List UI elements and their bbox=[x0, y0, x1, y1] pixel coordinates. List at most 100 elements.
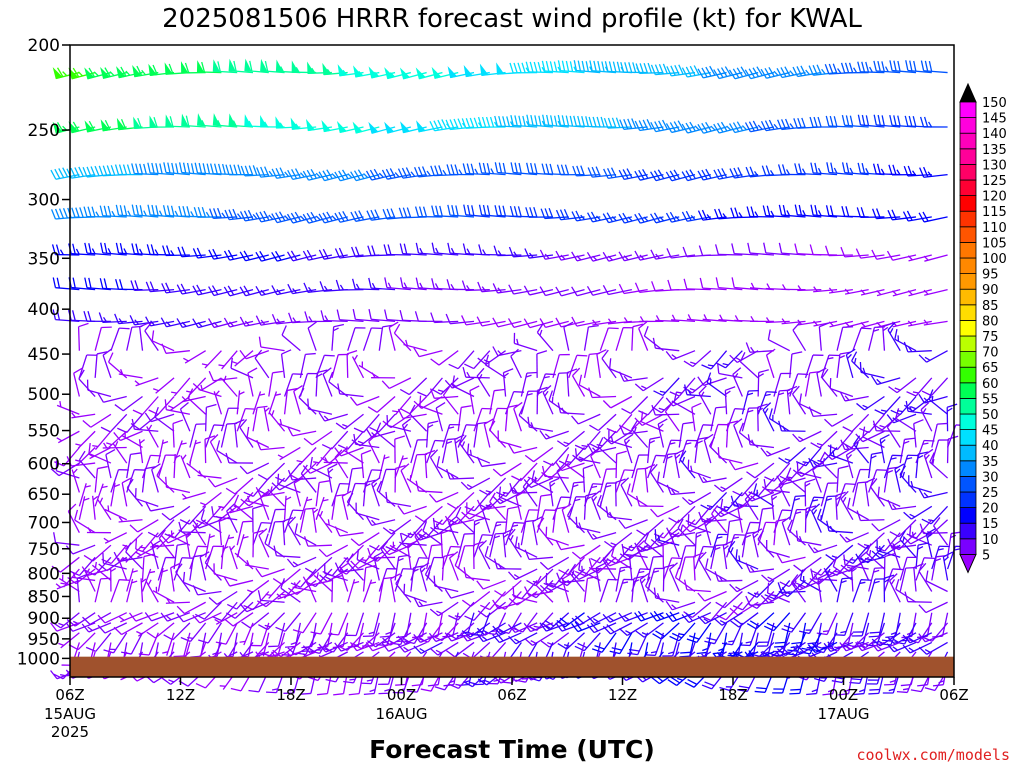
wind-barb bbox=[644, 532, 664, 558]
wind-barb bbox=[789, 495, 806, 520]
wind-barb bbox=[476, 579, 506, 590]
wind-barb bbox=[869, 478, 885, 507]
wind-barb bbox=[260, 58, 285, 74]
wind-barb bbox=[76, 573, 88, 603]
colorbar-swatch bbox=[959, 507, 977, 524]
wind-barb bbox=[56, 430, 80, 444]
wind-barb bbox=[445, 313, 475, 325]
wind-barb bbox=[899, 556, 918, 581]
wind-barb bbox=[747, 242, 774, 256]
wind-barb bbox=[694, 424, 714, 448]
wind-barb bbox=[828, 287, 853, 294]
wind-barb bbox=[515, 490, 526, 520]
wind-barb bbox=[352, 121, 380, 134]
wind-barb bbox=[318, 211, 348, 224]
wind-barb bbox=[855, 430, 885, 443]
wind-barb bbox=[650, 119, 680, 133]
wind-barb bbox=[741, 389, 759, 415]
wind-barb bbox=[410, 565, 425, 592]
wind-barb bbox=[756, 622, 775, 647]
wind-barb bbox=[741, 407, 760, 432]
colorbar-top-arrow bbox=[959, 82, 977, 103]
wind-barb bbox=[52, 67, 80, 80]
wind-barb bbox=[447, 204, 475, 218]
wind-barb bbox=[94, 483, 108, 507]
wind-barb bbox=[189, 439, 201, 464]
colorbar-label: 20 bbox=[982, 502, 999, 517]
wind-barb bbox=[255, 315, 285, 326]
wind-barb bbox=[322, 367, 333, 397]
wind-barb bbox=[208, 318, 238, 329]
wind-barb bbox=[223, 576, 254, 587]
wind-barb bbox=[173, 557, 193, 581]
wind-barb bbox=[110, 327, 130, 351]
wind-barb bbox=[635, 495, 664, 507]
wind-barb bbox=[84, 277, 111, 291]
wind-barb bbox=[604, 532, 633, 548]
wind-barb bbox=[140, 578, 147, 603]
wind-barb bbox=[141, 553, 155, 581]
wind-barb bbox=[447, 491, 475, 510]
colorbar-swatch bbox=[959, 366, 977, 384]
wind-barb bbox=[903, 165, 932, 177]
wind-barb bbox=[826, 162, 853, 176]
x-tick-label: 00Z bbox=[387, 686, 416, 704]
wind-barb bbox=[283, 373, 303, 397]
wind-barb bbox=[152, 586, 175, 603]
wind-barb bbox=[563, 321, 574, 351]
wind-barb bbox=[409, 404, 428, 432]
wind-barb bbox=[711, 504, 728, 534]
wind-barb bbox=[399, 243, 427, 256]
wind-barb bbox=[167, 395, 191, 411]
wind-barbs bbox=[50, 58, 967, 696]
wind-barb bbox=[173, 632, 191, 658]
wind-barb bbox=[681, 169, 711, 182]
wind-barb bbox=[653, 587, 680, 603]
wind-barb bbox=[827, 556, 854, 576]
wind-barb bbox=[868, 469, 888, 493]
wind-barb bbox=[281, 325, 301, 352]
wind-barb bbox=[615, 450, 627, 479]
wind-barb bbox=[86, 527, 111, 534]
wind-barb bbox=[478, 162, 506, 176]
wind-barb bbox=[623, 433, 634, 464]
wind-barb bbox=[84, 242, 111, 256]
wind-barb bbox=[104, 505, 128, 521]
wind-barb bbox=[200, 509, 222, 534]
wind-barb bbox=[904, 591, 932, 603]
wind-barb bbox=[851, 351, 870, 379]
wind-barb bbox=[99, 205, 127, 218]
wind-barb bbox=[74, 509, 96, 534]
wind-barb bbox=[792, 430, 822, 443]
wind-barb bbox=[920, 402, 933, 432]
wind-barb bbox=[114, 164, 143, 176]
wind-barb bbox=[192, 522, 207, 546]
wind-barb bbox=[385, 491, 411, 507]
wind-barb bbox=[650, 505, 680, 518]
colorbar-swatch bbox=[959, 304, 977, 321]
wind-barb bbox=[313, 572, 333, 592]
wind-barb bbox=[817, 573, 828, 603]
wind-barb bbox=[92, 495, 99, 520]
wind-barb bbox=[353, 65, 380, 78]
wind-barb bbox=[845, 348, 856, 379]
wind-barb bbox=[545, 526, 569, 546]
wind-barb bbox=[399, 67, 427, 80]
wind-barb bbox=[58, 632, 80, 649]
wind-barb bbox=[84, 120, 112, 133]
wind-barb bbox=[787, 519, 806, 546]
wind-barb bbox=[185, 533, 192, 558]
wind-barb bbox=[165, 476, 191, 494]
wind-barb bbox=[302, 249, 333, 261]
wind-barb bbox=[472, 541, 484, 570]
wind-barb bbox=[902, 641, 933, 654]
wind-barb bbox=[809, 244, 838, 256]
wind-barb bbox=[426, 556, 445, 581]
wind-barb bbox=[693, 552, 704, 581]
wind-barb bbox=[78, 369, 96, 397]
wind-barb bbox=[918, 488, 948, 499]
wind-barb bbox=[416, 120, 443, 133]
wind-barb bbox=[619, 424, 648, 435]
wind-barb bbox=[287, 168, 317, 180]
